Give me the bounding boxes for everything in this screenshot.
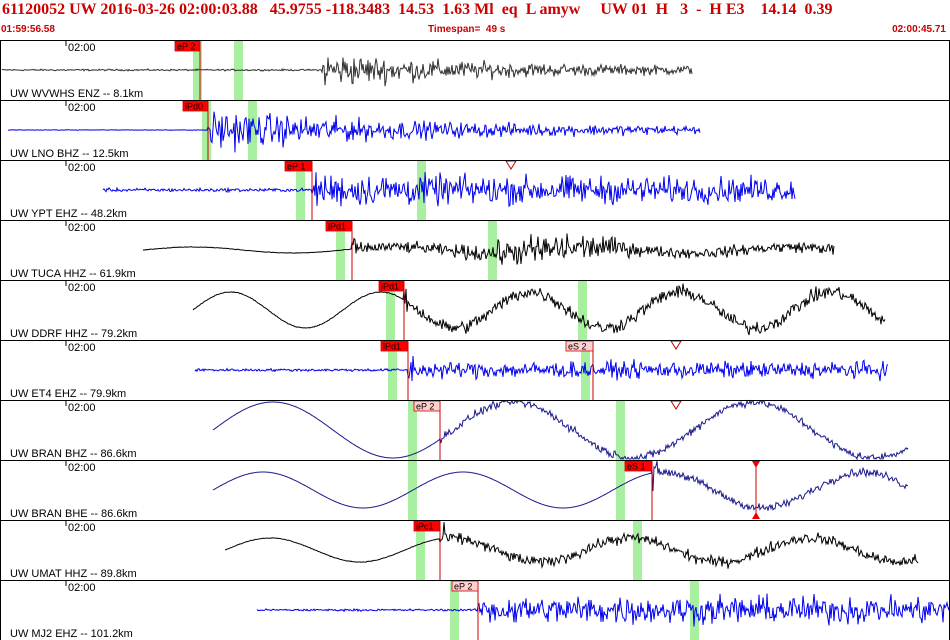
trace-panel[interactable]: iPc1 02:00 UW UMAT HHZ -- 89.8km bbox=[0, 520, 950, 581]
arrival-band bbox=[386, 281, 395, 340]
time-label: 02:00 bbox=[68, 282, 96, 294]
trace-panel[interactable]: iPd1 02:00 UW DDRF HHZ -- 79.2km bbox=[0, 280, 950, 341]
time-label: 02:00 bbox=[68, 222, 96, 234]
trace-panel[interactable]: eP 1 02:00 UW YPT EHZ -- 48.2km bbox=[0, 160, 950, 221]
pick-label: iPd1 bbox=[328, 222, 346, 232]
pick-marker-icon bbox=[752, 512, 760, 519]
pick-label: eP 1 bbox=[287, 162, 305, 172]
panel-border bbox=[0, 520, 950, 581]
station-label: UW BRAN BHZ -- 86.6km bbox=[10, 448, 137, 460]
trace-panel[interactable]: eP 2 02:00 UW BRAN BHZ -- 86.6km bbox=[0, 399, 950, 461]
trace-panel[interactable]: eS 1 02:00 UW BRAN BHE -- 86.6km bbox=[0, 460, 950, 521]
pick-label: eP 2 bbox=[454, 582, 472, 592]
arrival-band bbox=[633, 521, 642, 580]
waveform bbox=[212, 399, 909, 461]
waveform bbox=[102, 172, 796, 208]
trace-panel[interactable]: eP 2 02:00 UW WVWHS ENZ -- 8.1km bbox=[0, 40, 950, 101]
station-label: UW DDRF HHZ -- 79.2km bbox=[10, 328, 137, 340]
waveform bbox=[194, 355, 889, 382]
arrival-band bbox=[616, 401, 625, 460]
time-label: 02:00 bbox=[68, 522, 96, 534]
time-label: 02:00 bbox=[68, 462, 96, 474]
event-summary: 61120052 UW 2016-03-26 02:00:03.88 45.97… bbox=[2, 1, 833, 18]
station-label: UW BRAN BHE -- 86.6km bbox=[10, 508, 137, 520]
trace-panel[interactable]: eP 2 02:00 UW MJ2 EHZ -- 101.2km bbox=[0, 580, 950, 640]
start-time: 01:59:56.58 bbox=[1, 24, 55, 35]
time-label: 02:00 bbox=[68, 402, 96, 414]
arrival-band bbox=[193, 41, 202, 100]
pick-label: iPd1 bbox=[383, 342, 401, 352]
time-label: 02:00 bbox=[68, 582, 96, 594]
pick-label: eP 2 bbox=[177, 42, 195, 52]
pick-label: eS 1 bbox=[627, 462, 646, 472]
amplitude-marker-icon bbox=[670, 400, 682, 410]
waveform bbox=[1, 57, 693, 87]
trace-panel[interactable]: iPd0 02:00 UW LNO BHZ -- 12.5km bbox=[0, 100, 950, 161]
arrival-band bbox=[450, 581, 459, 640]
time-label: 02:00 bbox=[68, 342, 96, 354]
station-label: UW YPT EHZ -- 48.2km bbox=[10, 208, 127, 220]
panel-border bbox=[0, 220, 950, 281]
station-label: UW TUCA HHZ -- 61.9km bbox=[10, 268, 136, 280]
panel-border bbox=[0, 400, 950, 461]
arrival-band bbox=[416, 521, 425, 580]
pick-label: eS 2 bbox=[568, 342, 587, 352]
waveform bbox=[256, 593, 950, 627]
station-label: UW ET4 EHZ -- 79.9km bbox=[10, 388, 126, 400]
trace-panel[interactable]: iPd1 02:00 UW TUCA HHZ -- 61.9km bbox=[0, 220, 950, 281]
station-label: UW WVWHS ENZ -- 8.1km bbox=[10, 88, 143, 100]
arrival-band bbox=[578, 281, 587, 340]
station-label: UW MJ2 EHZ -- 101.2km bbox=[10, 628, 133, 640]
event-header: 61120052 UW 2016-03-26 02:00:03.88 45.97… bbox=[0, 0, 950, 40]
waveform bbox=[142, 233, 835, 265]
pick-label: iPc1 bbox=[416, 522, 434, 532]
waveform bbox=[192, 283, 886, 336]
pick-label: eP 2 bbox=[416, 402, 434, 412]
timespan-label: Timespan= 49 s bbox=[428, 24, 506, 35]
time-label: 02:00 bbox=[68, 102, 96, 114]
pick-marker-icon bbox=[752, 461, 760, 468]
arrival-band bbox=[248, 101, 257, 160]
station-label: UW UMAT HHZ -- 89.8km bbox=[10, 568, 137, 580]
panel-border bbox=[0, 280, 950, 341]
amplitude-marker-icon bbox=[670, 340, 682, 350]
time-label: 02:00 bbox=[68, 162, 96, 174]
waveform bbox=[224, 522, 919, 569]
arrival-band bbox=[616, 461, 625, 520]
waveform bbox=[8, 111, 701, 153]
time-label: 02:00 bbox=[68, 42, 96, 54]
end-time: 02:00:45.71 bbox=[892, 24, 946, 35]
station-label: UW LNO BHZ -- 12.5km bbox=[10, 148, 129, 160]
arrival-band bbox=[388, 341, 397, 400]
arrival-band bbox=[408, 401, 417, 460]
amplitude-marker-icon bbox=[505, 160, 517, 170]
panel-border bbox=[0, 460, 950, 521]
waveform bbox=[212, 460, 909, 511]
pick-label: iPd1 bbox=[381, 282, 399, 292]
pick-label: iPd0 bbox=[185, 102, 203, 112]
trace-panel[interactable]: iPd1 eS 2 02:00 UW ET4 EHZ -- 79.9km bbox=[0, 340, 950, 401]
